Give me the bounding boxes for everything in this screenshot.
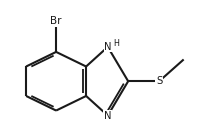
Text: S: S [156,76,162,86]
Text: N: N [104,111,112,121]
Text: Br: Br [50,16,62,26]
Text: H: H [113,39,119,48]
Text: N: N [104,42,112,52]
